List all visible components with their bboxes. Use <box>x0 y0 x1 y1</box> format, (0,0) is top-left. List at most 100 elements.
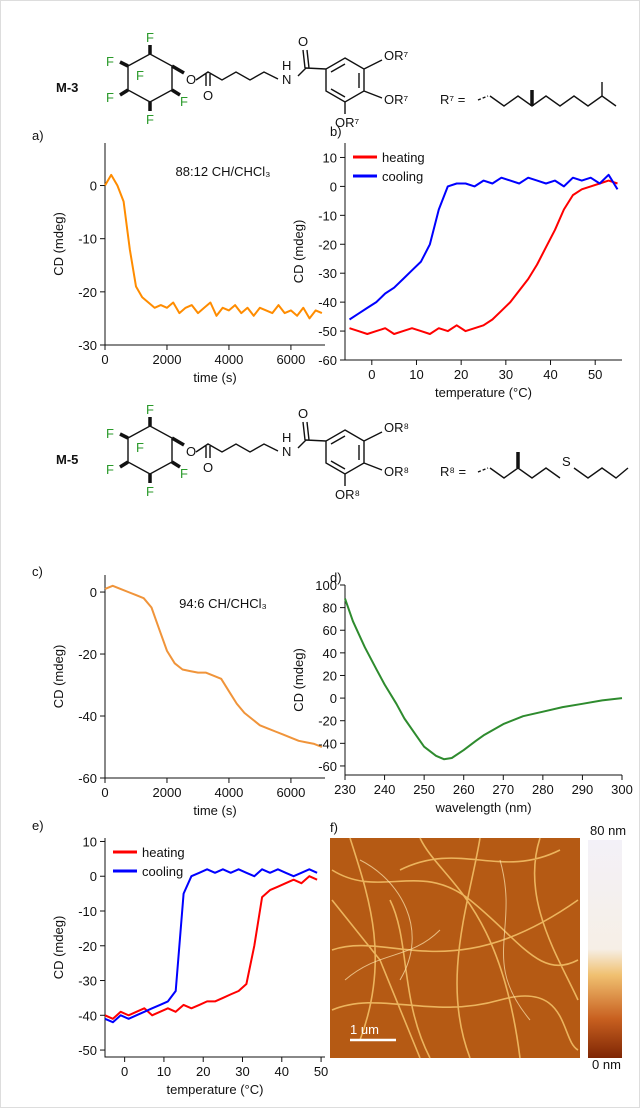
y-tick-label: -30 <box>78 338 97 353</box>
x-tick-label: 6000 <box>276 785 305 800</box>
series-line <box>104 868 318 1024</box>
compound-label: M-5 <box>56 452 78 467</box>
y-tick-label: 0 <box>90 869 97 884</box>
afm-panel: f) 1 um 80 nm 0 nm <box>330 820 626 1072</box>
chart: a) 0 -10 -20 -30 0 2000 4000 6000 time (s) CD (mde… <box>32 128 325 385</box>
x-axis-label: time (s) <box>193 803 236 818</box>
y-axis-label: CD (mdeg) <box>51 916 66 980</box>
y-tick-label: -30 <box>78 974 97 989</box>
y-tick-label: 10 <box>83 834 97 849</box>
series-line <box>104 173 323 320</box>
atom: N <box>282 72 291 87</box>
atom: F <box>106 426 114 441</box>
y-tick-label: 0 <box>90 585 97 600</box>
atom: OR⁸ <box>335 487 360 502</box>
y-axis-label: CD (mdeg) <box>291 648 306 712</box>
panel-label: b) <box>330 124 342 139</box>
atom: F <box>136 68 144 83</box>
legend-label: cooling <box>382 169 423 184</box>
x-tick-label: 0 <box>101 352 108 367</box>
y-tick-label: -20 <box>318 714 337 729</box>
x-tick-label: 50 <box>314 1064 328 1079</box>
x-axis-label: temperature (°C) <box>435 385 532 400</box>
atom: O <box>203 460 213 475</box>
compound-label: M-3 <box>56 80 78 95</box>
x-tick-label: 20 <box>454 367 468 382</box>
legend-label: heating <box>142 845 185 860</box>
x-axis-label: temperature (°C) <box>167 1082 264 1097</box>
y-tick-label: -50 <box>78 1043 97 1058</box>
x-tick-label: 50 <box>588 367 602 382</box>
y-axis-label: CD (mdeg) <box>291 220 306 284</box>
x-tick-label: 270 <box>492 782 514 797</box>
y-tick-label: -30 <box>318 266 337 281</box>
y-tick-label: -40 <box>78 709 97 724</box>
x-tick-label: 6000 <box>276 352 305 367</box>
panel-label: e) <box>32 818 44 833</box>
x-tick-label: 300 <box>611 782 633 797</box>
series-line <box>348 173 619 321</box>
y-tick-label: -20 <box>78 939 97 954</box>
atom: O <box>298 34 308 49</box>
y-tick-label: 0 <box>330 179 337 194</box>
legend-label: heating <box>382 150 425 165</box>
y-tick-label: 10 <box>323 150 337 165</box>
y-tick-label: -60 <box>78 771 97 786</box>
legend-label: cooling <box>142 864 183 879</box>
colorbar-max: 80 nm <box>590 823 626 838</box>
x-tick-label: 30 <box>235 1064 249 1079</box>
series-line <box>344 598 623 761</box>
x-tick-label: 250 <box>413 782 435 797</box>
y-tick-label: -10 <box>318 208 337 223</box>
chart: c) 0 -20 -40 -60 0 2000 4000 6000 time (s) CD (mde… <box>32 564 325 818</box>
x-tick-label: 20 <box>196 1064 210 1079</box>
y-tick-label: 20 <box>323 668 337 683</box>
atom: F <box>146 402 154 417</box>
x-tick-label: 280 <box>532 782 554 797</box>
series-line <box>349 179 618 335</box>
atom: F <box>106 462 114 477</box>
x-tick-label: 2000 <box>153 785 182 800</box>
x-tick-label: 2000 <box>153 352 182 367</box>
x-tick-label: 0 <box>368 367 375 382</box>
y-tick-label: 40 <box>323 646 337 661</box>
y-tick-label: -60 <box>318 353 337 368</box>
y-tick-label: 0 <box>90 179 97 194</box>
atom: H <box>282 58 291 73</box>
atom: O <box>298 406 308 421</box>
atom: OR⁷ <box>335 115 360 130</box>
x-tick-label: 40 <box>543 367 557 382</box>
x-tick-label: 10 <box>409 367 423 382</box>
x-tick-label: 4000 <box>214 352 243 367</box>
atom: N <box>282 444 291 459</box>
annotation: 88:12 CH/CHCl₃ <box>176 164 271 179</box>
atom: O <box>186 72 196 87</box>
atom: O <box>186 444 196 459</box>
atom: F <box>146 484 154 499</box>
atom: OR⁸ <box>384 464 409 479</box>
x-tick-label: 0 <box>101 785 108 800</box>
y-tick-label: -60 <box>318 759 337 774</box>
atom: F <box>146 30 154 45</box>
atom: F <box>136 440 144 455</box>
atom: F <box>146 112 154 127</box>
afm-image <box>330 838 580 1058</box>
series-line <box>104 584 323 748</box>
atom: S <box>562 454 571 469</box>
chart: d)100 80 60 40 20 0 -20 -40 -60 230 240 250 260 270 28… <box>291 570 633 815</box>
r-group: R⁷ = <box>440 92 465 107</box>
y-tick-label: -20 <box>318 237 337 252</box>
y-axis-label: CD (mdeg) <box>51 212 66 276</box>
y-tick-label: -40 <box>318 736 337 751</box>
panel-label: c) <box>32 564 43 579</box>
x-tick-label: 260 <box>453 782 475 797</box>
x-tick-label: 240 <box>374 782 396 797</box>
panel-label: d) <box>330 570 342 585</box>
series-line <box>104 875 318 1020</box>
x-axis-label: time (s) <box>193 370 236 385</box>
y-tick-label: 60 <box>323 623 337 638</box>
y-tick-label: 100 <box>315 578 337 593</box>
y-tick-label: -20 <box>78 285 97 300</box>
